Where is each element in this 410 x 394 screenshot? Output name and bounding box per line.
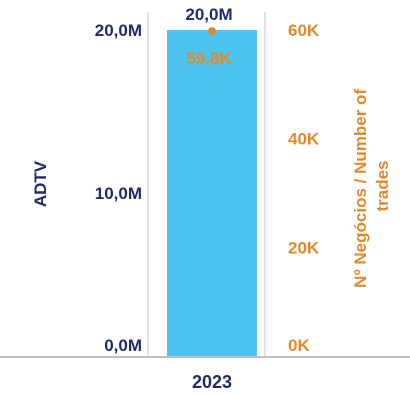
x-tick-label: 2023: [192, 372, 232, 392]
trades-value-label: 59,8K: [186, 49, 232, 68]
bar-2023: [167, 30, 257, 356]
x-axis-ticks: 2023: [192, 372, 232, 392]
left-axis-label: ADTV: [31, 160, 50, 207]
right-axis-label-line-1: Nº Negócios / Number of: [351, 89, 370, 288]
bar-value-label: 20,0M: [185, 5, 232, 24]
right-tick-label: 20K: [288, 238, 320, 257]
right-tick-label: 0K: [288, 336, 310, 355]
right-axis-label-line-2: trades: [373, 160, 392, 211]
right-tick-label: 60K: [288, 21, 320, 40]
right-axis-label: Nº Negócios / Number of trades: [351, 84, 392, 288]
left-axis-ticks: 0,0M 10,0M 20,0M: [95, 21, 142, 355]
trades-point-2023: [208, 27, 216, 36]
bar-series: [167, 30, 257, 356]
right-tick-label: 40K: [288, 130, 320, 149]
left-tick-label: 0,0M: [104, 336, 142, 355]
right-axis-ticks: 0K 20K 40K 60K: [288, 21, 320, 355]
left-tick-label: 20,0M: [95, 21, 142, 40]
line-series: [208, 27, 216, 36]
left-tick-label: 10,0M: [95, 184, 142, 203]
data-labels: 20,0M 59,8K: [185, 5, 232, 68]
